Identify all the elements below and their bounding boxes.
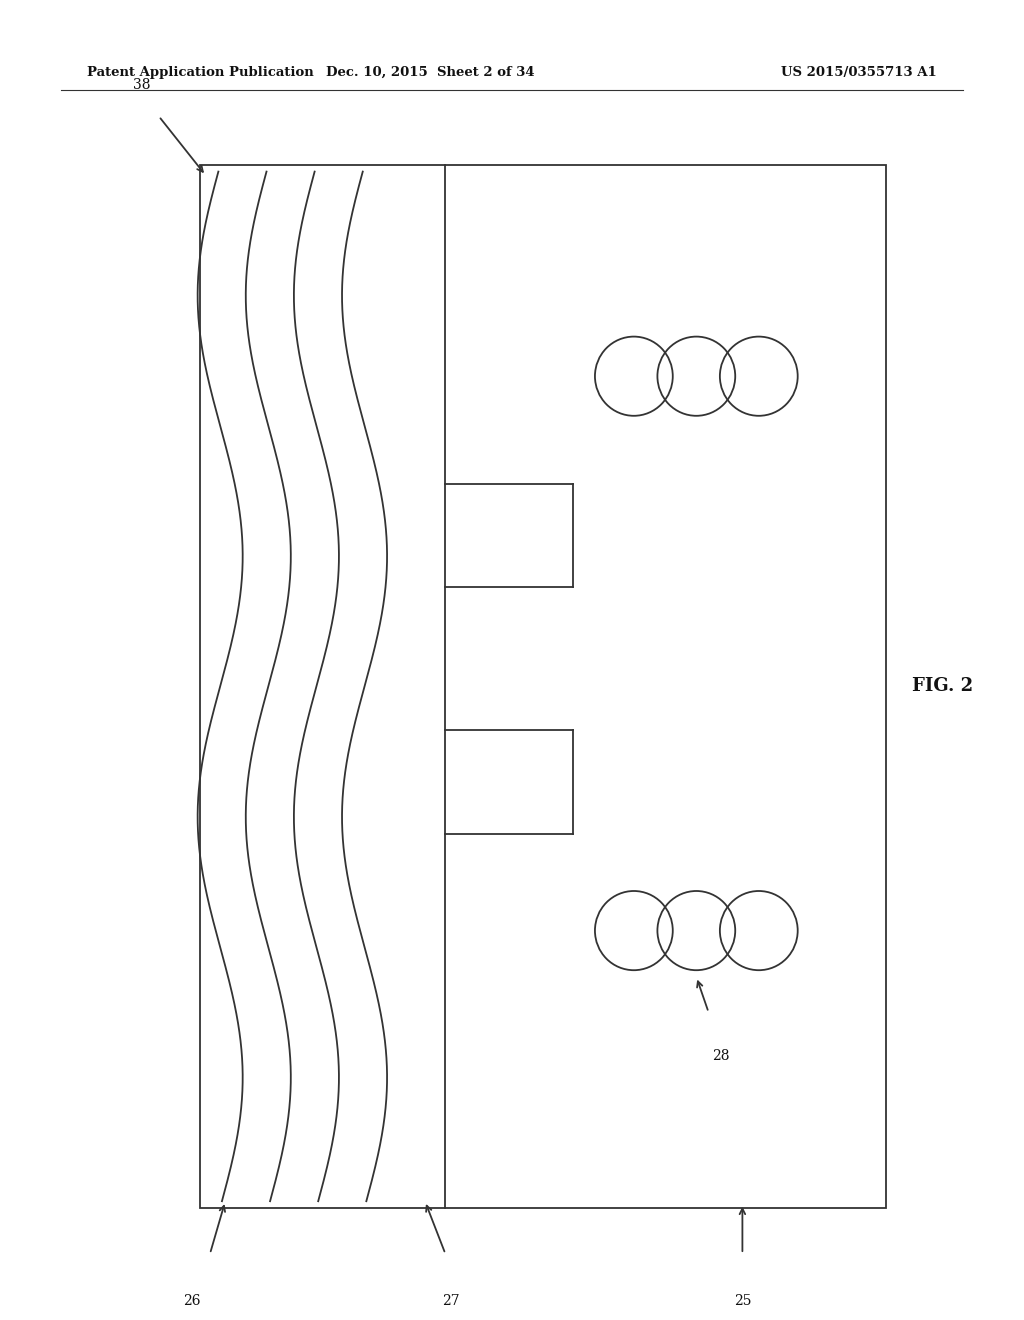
Text: Patent Application Publication: Patent Application Publication [87, 66, 313, 79]
Text: 38: 38 [133, 78, 151, 92]
Bar [200, 165, 886, 1208]
Text: 25: 25 [733, 1294, 752, 1308]
Text: US 2015/0355713 A1: US 2015/0355713 A1 [781, 66, 937, 79]
Text: FIG. 2: FIG. 2 [911, 677, 973, 696]
Text: 27: 27 [441, 1294, 460, 1308]
Text: 26: 26 [182, 1294, 201, 1308]
Text: Dec. 10, 2015  Sheet 2 of 34: Dec. 10, 2015 Sheet 2 of 34 [326, 66, 535, 79]
Text: 28: 28 [712, 1049, 729, 1064]
